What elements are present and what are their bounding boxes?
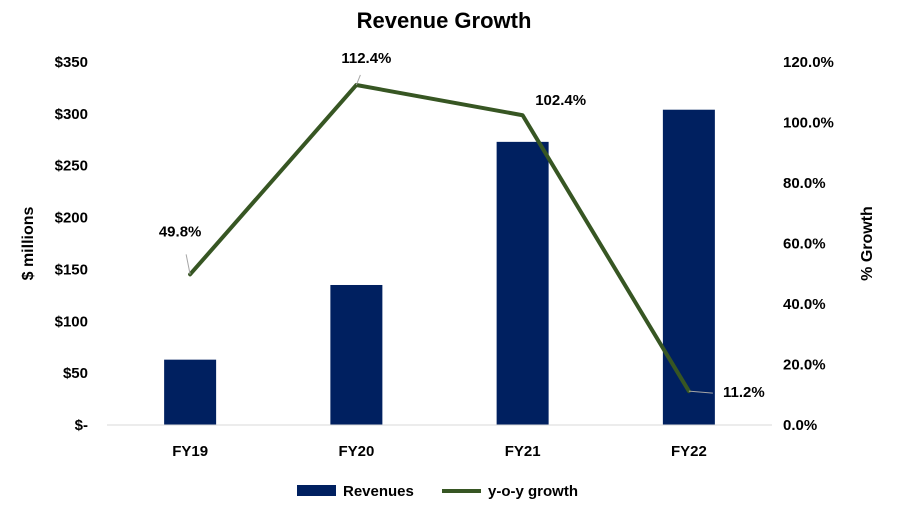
line-data-labels: 49.8% 112.4% 102.4% 11.2% — [159, 50, 765, 401]
y-right-tick-label: 100.0% — [783, 115, 834, 132]
y-left-tick-label: $200 — [55, 210, 88, 227]
line-series-growth — [188, 82, 691, 394]
legend-label-revenues: Revenues — [343, 483, 414, 500]
y-left-tick-label: $- — [75, 417, 88, 434]
y-right-tick-label: 120.0% — [783, 54, 834, 71]
growth-data-label: 112.4% — [341, 50, 391, 67]
y-right-tick-label: 80.0% — [783, 175, 826, 192]
bar-fy20 — [330, 284, 383, 425]
growth-line — [188, 82, 691, 394]
legend-label-growth: y-o-y growth — [488, 483, 578, 500]
y-left-tick-label: $100 — [55, 313, 88, 330]
y-right-tick-label: 0.0% — [783, 417, 817, 434]
x-tick-label: FY21 — [505, 443, 541, 460]
x-tick-label: FY20 — [338, 443, 374, 460]
legend-swatch-revenues — [297, 485, 336, 496]
y-axis-left-ticks: $- $50 $100 $150 $200 $250 $300 $350 — [55, 54, 88, 434]
x-tick-label: FY22 — [671, 443, 707, 460]
leader-line — [185, 254, 191, 275]
bar-fy21 — [496, 141, 549, 426]
bar-series-revenues — [164, 109, 715, 426]
x-axis-ticks: FY19 FY20 FY21 FY22 — [172, 443, 707, 460]
growth-data-label: 102.4% — [535, 92, 586, 109]
y-left-tick-label: $150 — [55, 261, 88, 278]
y-left-tick-label: $300 — [55, 106, 88, 123]
y-axis-right-title: % Growth — [859, 206, 876, 281]
leader-line — [355, 74, 361, 86]
chart-title: Revenue Growth — [357, 8, 532, 33]
x-tick-label: FY19 — [172, 443, 208, 460]
y-left-tick-label: $250 — [55, 158, 88, 175]
growth-data-label: 49.8% — [159, 223, 202, 240]
y-right-tick-label: 60.0% — [783, 236, 826, 253]
bar-fy22 — [662, 109, 715, 426]
y-left-tick-label: $350 — [55, 54, 88, 71]
y-left-tick-label: $50 — [63, 365, 88, 382]
y-axis-right-ticks: 0.0% 20.0% 40.0% 60.0% 80.0% 100.0% 120.0% — [783, 54, 834, 434]
y-axis-left-title: $ millions — [20, 207, 37, 281]
legend: Revenues y-o-y growth — [297, 483, 578, 500]
y-right-tick-label: 40.0% — [783, 296, 826, 313]
leader-line — [688, 390, 713, 394]
growth-data-label: 11.2% — [723, 384, 765, 401]
bar-fy19 — [164, 359, 217, 425]
y-right-tick-label: 20.0% — [783, 357, 826, 374]
